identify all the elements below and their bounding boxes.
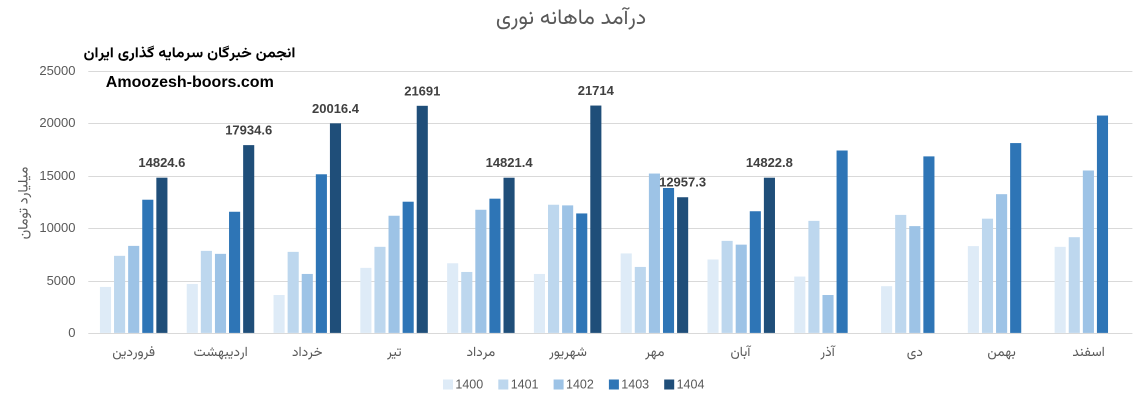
- svg-text:25000: 25000: [39, 63, 75, 78]
- svg-text:12957.3: 12957.3: [659, 175, 706, 190]
- svg-text:1404: 1404: [677, 378, 705, 392]
- svg-text:21714: 21714: [578, 83, 615, 98]
- svg-text:20000: 20000: [39, 115, 75, 130]
- svg-text:0: 0: [68, 325, 75, 340]
- svg-text:5000: 5000: [47, 273, 76, 288]
- svg-text:Amoozesh-boors.com: Amoozesh-boors.com: [106, 74, 274, 91]
- svg-text:14821.4: 14821.4: [486, 155, 534, 170]
- svg-text:1401: 1401: [511, 378, 539, 392]
- svg-text:14822.8: 14822.8: [746, 155, 793, 170]
- svg-text:1400: 1400: [455, 378, 483, 392]
- svg-text:15000: 15000: [39, 168, 75, 183]
- svg-text:20016.4: 20016.4: [312, 101, 360, 116]
- svg-text:10000: 10000: [39, 220, 75, 235]
- svg-text:14824.6: 14824.6: [138, 155, 185, 170]
- svg-text:21691: 21691: [404, 83, 440, 98]
- svg-text:1403: 1403: [621, 378, 649, 392]
- svg-text:17934.6: 17934.6: [225, 123, 272, 138]
- svg-text:1402: 1402: [566, 378, 594, 392]
